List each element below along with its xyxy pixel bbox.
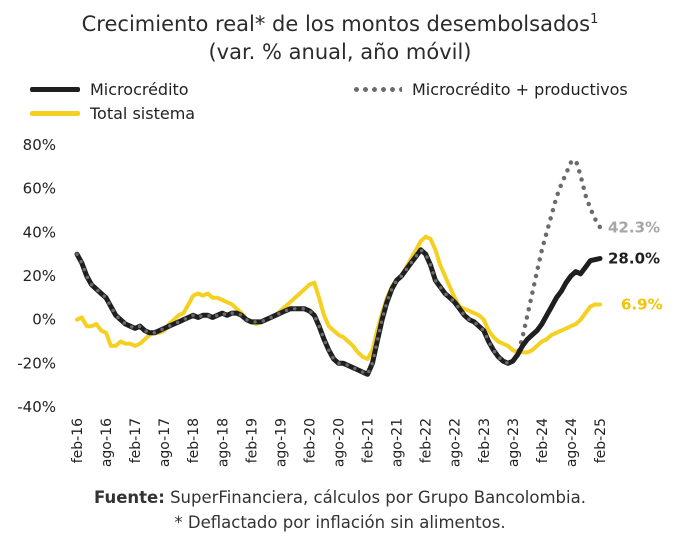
y-tick-label: -40% [17,398,56,416]
source-label: Fuente: [94,488,165,507]
series-overlay-micro-prod [75,247,515,377]
x-tick-label: ago-18 [215,418,231,467]
legend-item-total: Total sistema [30,104,195,123]
legend-swatch-micro-prod [352,87,402,92]
x-tick-label: feb-17 [128,418,144,463]
x-tick-label: ago-21 [390,418,406,467]
series-line-micro-prod [481,157,603,366]
legend-swatch-micro [30,87,80,92]
y-tick-label: 0% [32,311,56,329]
x-tick-label: feb-22 [419,418,435,463]
legend-label-total: Total sistema [90,104,196,123]
footer-note: * Deflactado por inflación sin alimentos… [174,513,506,532]
y-tick-label: 40% [23,223,56,241]
x-tick-label: feb-24 [535,418,551,463]
end-label-micro: 28.0% [608,250,660,268]
x-tick-label: feb-18 [186,418,202,463]
x-tick-label: feb-23 [477,418,493,463]
y-tick-label: 20% [23,267,56,285]
x-tick-label: feb-25 [593,418,609,463]
x-tick-label: feb-20 [302,418,318,463]
title-line-1: Crecimiento real* de los montos desembol… [81,12,591,36]
title-superscript: 1 [590,12,599,27]
legend-item-micro: Microcrédito [30,80,189,99]
x-tick-label: ago-23 [506,418,522,467]
legend-swatch-total [30,111,80,116]
x-tick-label: feb-21 [361,418,377,463]
y-tick-label: 60% [23,180,56,198]
title-line-2: (var. % anual, año móvil) [208,40,472,64]
x-tick-label: ago-16 [99,418,115,467]
legend-item-micro-prod: Microcrédito + productivos [352,80,628,99]
x-tick-label: feb-16 [70,418,86,463]
end-label-total: 6.9% [621,296,663,314]
source-text: SuperFinanciera, cálculos por Grupo Banc… [170,488,586,507]
chart-title: Crecimiento real* de los montos desembol… [0,10,680,66]
series-line-micro [74,247,603,377]
y-tick-label: 80% [23,136,56,154]
x-tick-label: ago-20 [332,418,348,467]
x-tick-label: ago-17 [157,418,173,467]
y-tick-label: -20% [17,354,56,372]
legend-label-micro: Microcrédito [90,80,189,99]
x-tick-label: feb-19 [244,418,260,463]
footer-source: Fuente: SuperFinanciera, cálculos por Gr… [0,488,680,507]
legend-label-micro-prod: Microcrédito + productivos [412,80,628,99]
x-tick-label: ago-19 [273,418,289,467]
x-tick-label: ago-24 [564,418,580,467]
x-tick-label: ago-22 [448,418,464,467]
end-label-micro-prod: 42.3% [608,218,660,236]
